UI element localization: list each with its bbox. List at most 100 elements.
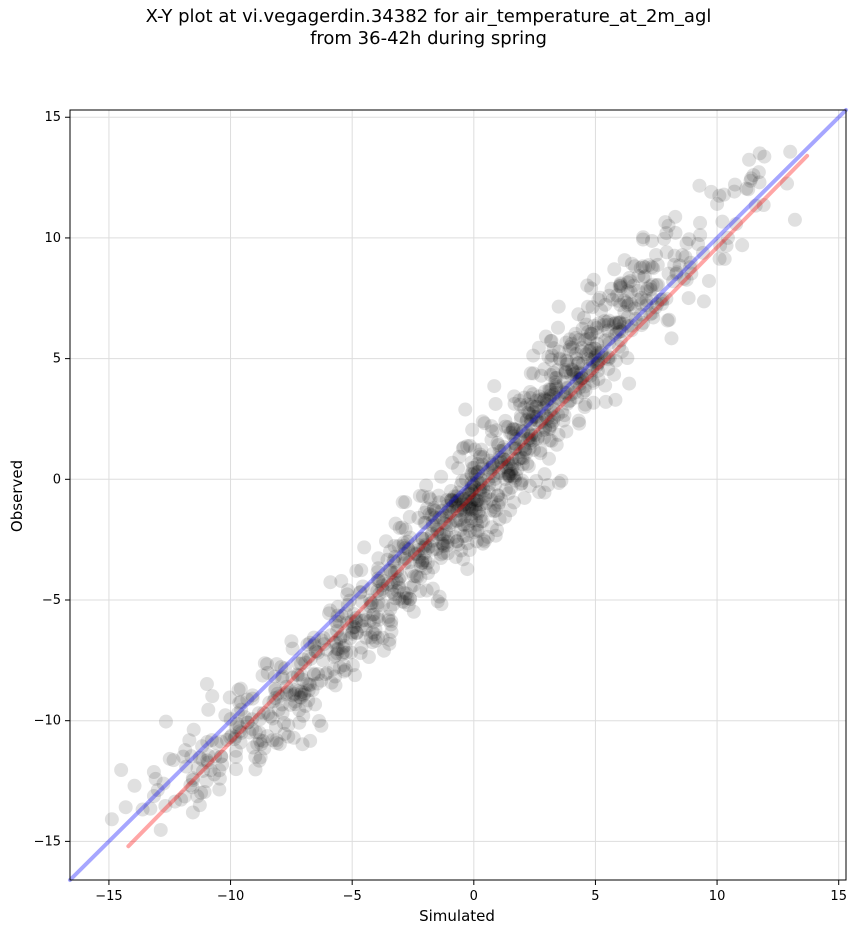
data-point <box>614 324 629 339</box>
data-point <box>314 633 329 648</box>
data-point <box>520 397 535 412</box>
data-point <box>418 539 433 554</box>
data-point <box>524 428 539 443</box>
data-point <box>445 455 460 470</box>
data-point <box>634 290 649 305</box>
data-point <box>591 352 606 367</box>
data-point <box>585 354 600 369</box>
data-point <box>285 688 300 703</box>
data-point <box>589 358 604 373</box>
data-point <box>507 457 522 472</box>
data-point <box>581 351 596 366</box>
data-point <box>574 370 589 385</box>
data-point <box>559 380 574 395</box>
data-point <box>448 513 463 528</box>
data-point <box>563 367 578 382</box>
data-point <box>608 327 623 342</box>
data-point <box>650 297 665 312</box>
data-point <box>501 420 516 435</box>
data-point <box>242 725 257 740</box>
data-point <box>456 502 471 517</box>
data-point <box>158 798 173 813</box>
data-point <box>523 433 538 448</box>
data-point <box>600 314 615 329</box>
data-point <box>245 721 260 736</box>
data-point <box>529 409 544 424</box>
data-point <box>389 573 404 588</box>
data-point <box>552 351 567 366</box>
data-point <box>532 485 547 500</box>
data-point <box>526 348 541 363</box>
data-point <box>537 384 552 399</box>
data-point <box>607 367 622 382</box>
data-point <box>494 443 509 458</box>
data-point <box>504 425 519 440</box>
data-point <box>401 541 416 556</box>
data-point <box>253 750 268 765</box>
data-point <box>262 695 277 710</box>
data-point <box>392 580 407 595</box>
data-point <box>346 620 361 635</box>
data-point <box>447 530 462 545</box>
data-point <box>543 334 558 349</box>
data-point <box>323 628 338 643</box>
data-point <box>513 408 528 423</box>
data-point <box>424 528 439 543</box>
data-point <box>294 656 309 671</box>
data-point <box>613 277 628 292</box>
data-point <box>639 298 654 313</box>
data-point <box>444 493 459 508</box>
data-point <box>460 439 475 454</box>
data-point <box>332 660 347 675</box>
data-point <box>473 476 488 491</box>
data-point <box>454 543 469 558</box>
data-point <box>279 687 294 702</box>
data-point <box>507 436 522 451</box>
data-point <box>602 350 617 365</box>
data-point <box>739 181 754 196</box>
data-point <box>605 292 620 307</box>
data-point <box>476 480 491 495</box>
data-point <box>490 488 505 503</box>
data-point <box>398 551 413 566</box>
data-point <box>319 642 334 657</box>
data-point <box>220 732 235 747</box>
y-tick-label: −15 <box>34 834 61 849</box>
data-point <box>617 305 632 320</box>
data-point <box>613 276 628 291</box>
data-point <box>624 297 639 312</box>
data-point <box>473 449 488 464</box>
data-point <box>464 502 479 517</box>
data-point <box>457 509 472 524</box>
data-point <box>444 493 459 508</box>
data-point <box>546 341 561 356</box>
data-point <box>540 478 555 493</box>
data-point <box>314 673 329 688</box>
data-point <box>338 606 353 621</box>
data-point <box>194 785 209 800</box>
data-point <box>231 682 246 697</box>
data-point <box>691 236 706 251</box>
data-point <box>232 695 247 710</box>
data-point <box>407 569 422 584</box>
data-point <box>491 455 506 470</box>
data-point <box>252 753 267 768</box>
data-point <box>576 385 591 400</box>
data-point <box>729 216 744 231</box>
data-point <box>300 676 315 691</box>
data-point <box>364 581 379 596</box>
data-point <box>462 523 477 538</box>
data-point <box>498 413 513 428</box>
data-point <box>323 575 338 590</box>
data-point <box>483 466 498 481</box>
data-point <box>371 571 386 586</box>
data-point <box>586 375 601 390</box>
data-point <box>433 550 448 565</box>
data-point <box>290 668 305 683</box>
data-point <box>285 670 300 685</box>
data-point <box>176 749 191 764</box>
data-point <box>529 393 544 408</box>
data-point <box>150 783 165 798</box>
y-tick-label: 5 <box>53 352 61 367</box>
data-point <box>380 552 395 567</box>
